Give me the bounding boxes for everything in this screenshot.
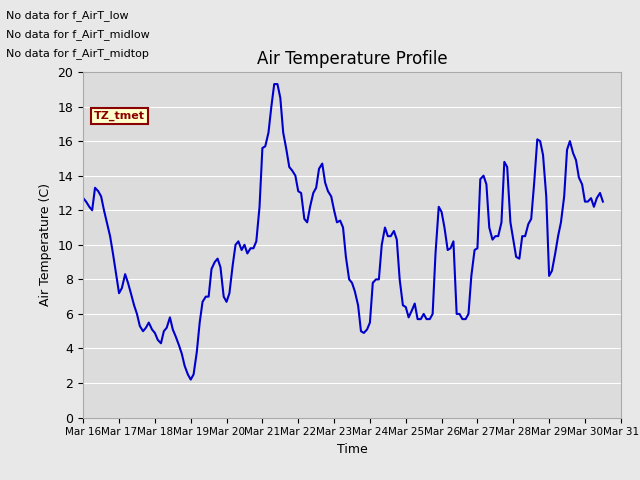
Y-axis label: Air Temperature (C): Air Temperature (C) — [39, 183, 52, 306]
Text: No data for f_AirT_midtop: No data for f_AirT_midtop — [6, 48, 149, 59]
X-axis label: Time: Time — [337, 443, 367, 456]
Title: Air Temperature Profile: Air Temperature Profile — [257, 49, 447, 68]
Text: TZ_tmet: TZ_tmet — [94, 111, 145, 121]
Text: No data for f_AirT_low: No data for f_AirT_low — [6, 10, 129, 21]
Text: No data for f_AirT_midlow: No data for f_AirT_midlow — [6, 29, 150, 40]
